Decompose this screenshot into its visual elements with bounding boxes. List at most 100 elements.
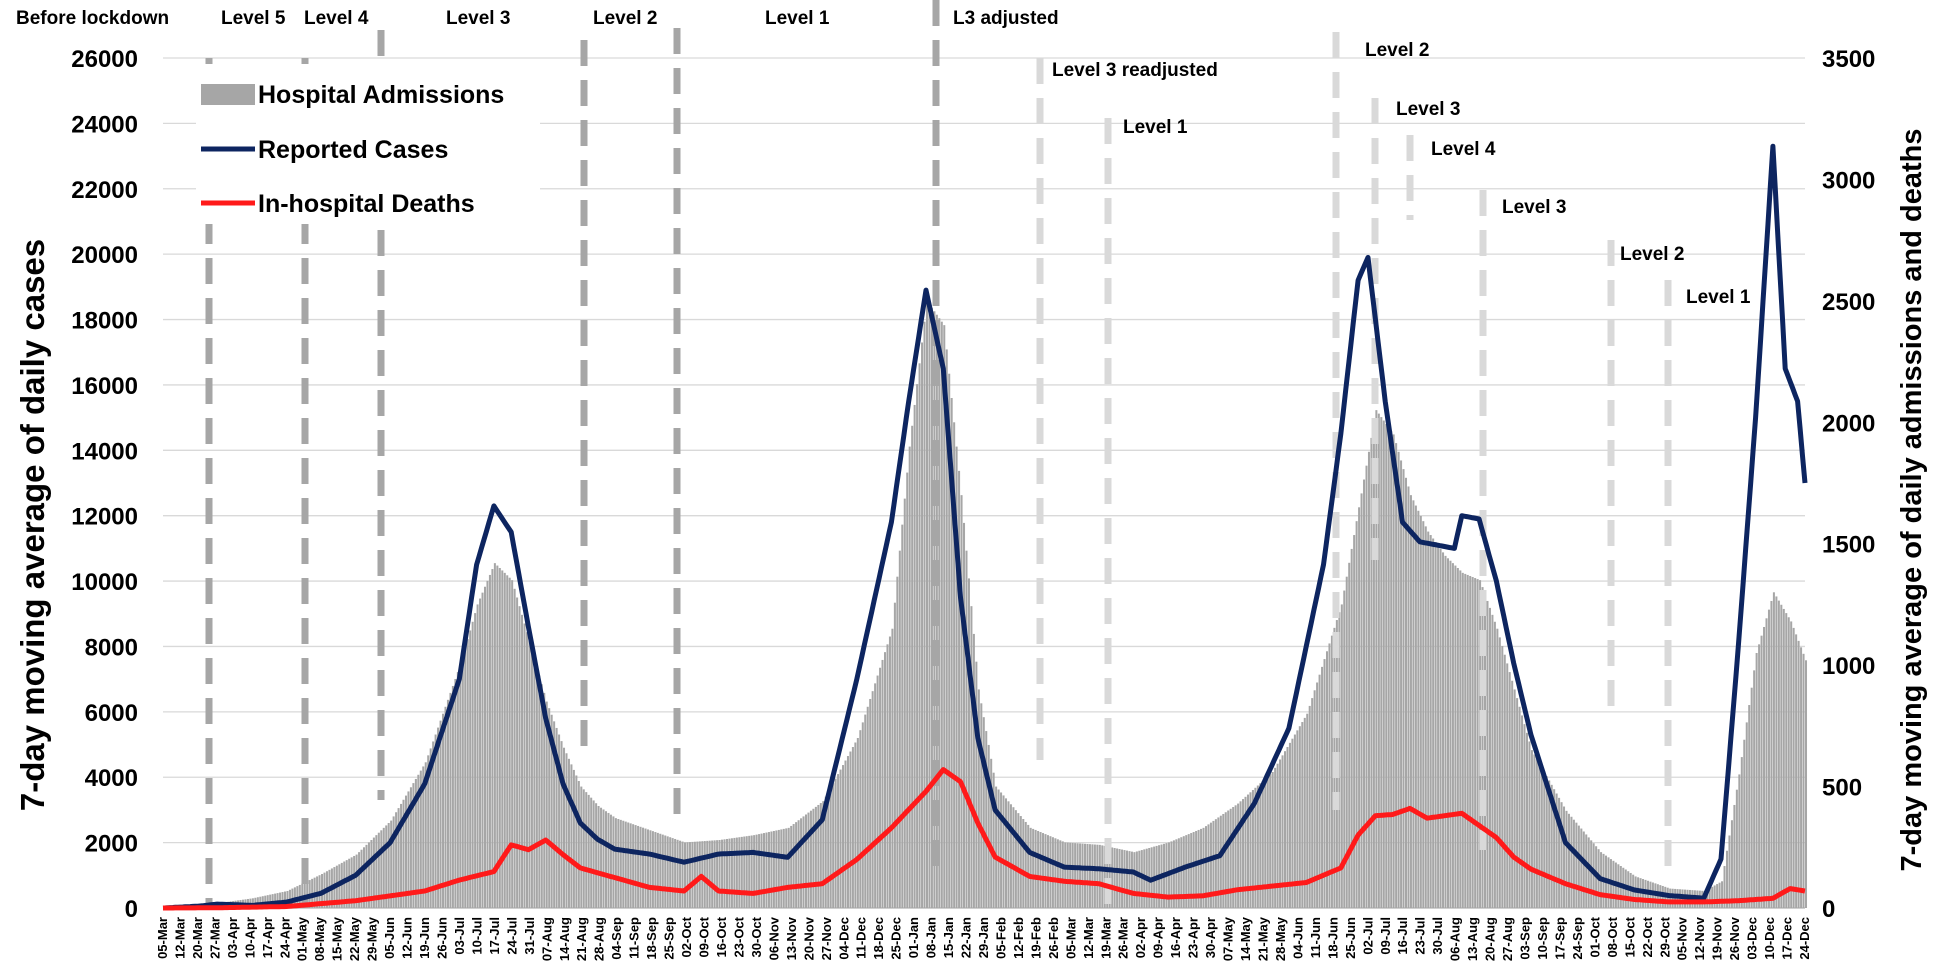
admission-bar	[1207, 824, 1210, 908]
admission-bar	[804, 814, 807, 908]
y-right-tick-label: 2000	[1822, 410, 1875, 437]
admission-bar	[782, 828, 785, 908]
admission-bar	[1054, 838, 1057, 908]
admission-bar	[1496, 628, 1499, 908]
admission-bar	[864, 714, 867, 908]
series-lines	[162, 143, 1808, 911]
admission-bar	[1713, 885, 1716, 908]
admission-bar	[780, 829, 783, 908]
admission-bar	[1318, 674, 1321, 908]
admission-bar	[958, 470, 961, 908]
y-left-tick-label: 26000	[71, 46, 138, 73]
y-right-axis-title: 7-day moving average of daily admissions…	[1896, 129, 1928, 872]
admission-bar	[1348, 562, 1351, 908]
admission-bar	[1081, 843, 1084, 908]
admission-bar	[1308, 705, 1311, 908]
admission-bar	[681, 841, 684, 908]
y-left-tick-label: 14000	[71, 438, 138, 465]
admission-bar	[530, 649, 533, 908]
admission-bar	[1454, 565, 1457, 908]
admission-bar	[518, 606, 521, 908]
x-tick-label: 12-Feb	[1011, 917, 1026, 959]
admission-bar	[1298, 726, 1301, 908]
admission-bar	[451, 685, 454, 908]
admission-bar	[1787, 617, 1790, 908]
admission-bar	[1506, 663, 1509, 908]
admission-bar	[1239, 801, 1242, 908]
x-tick-label: 01-May	[295, 916, 310, 961]
admission-bar	[1540, 767, 1543, 908]
admission-bar	[1185, 835, 1188, 908]
admission-bar	[970, 606, 973, 908]
admission-bar	[1032, 828, 1035, 908]
admission-bar	[758, 834, 761, 908]
x-tick-label: 14-Aug	[557, 917, 572, 961]
admission-bar	[1760, 635, 1763, 908]
in-hospital-deaths-line	[163, 767, 1806, 911]
admission-bar	[508, 577, 511, 908]
x-tick-label: 02-Apr	[1133, 917, 1148, 958]
phase-label: Level 4	[304, 8, 369, 29]
x-tick-label: 17-Jul	[487, 917, 502, 955]
admission-bar	[659, 833, 662, 908]
admission-bar	[1750, 687, 1753, 908]
x-tick-label: 28-May	[1273, 916, 1288, 961]
x-tick-label: 22-Jan	[959, 917, 974, 958]
admission-bar	[1558, 797, 1561, 908]
admission-bar	[380, 830, 383, 908]
x-tick-label: 02-Oct	[679, 916, 694, 957]
phase-label: L3 adjusted	[953, 8, 1059, 29]
admission-bar	[1755, 653, 1758, 908]
x-tick-label: 02-Jul	[1360, 917, 1375, 955]
admission-bar	[1360, 493, 1363, 908]
admission-bar	[911, 425, 914, 908]
x-tick-label: 30-Jul	[1430, 917, 1445, 955]
x-tick-label: 20-Aug	[1483, 917, 1498, 961]
admission-bar	[402, 799, 405, 908]
admission-bar	[1242, 799, 1245, 908]
admission-bar	[1449, 560, 1452, 908]
admission-bar	[1358, 507, 1361, 908]
admission-bar	[1790, 621, 1793, 908]
admission-bar	[382, 827, 385, 908]
admission-bar	[1340, 604, 1343, 908]
admission-bar	[535, 666, 538, 908]
admission-bar	[770, 831, 773, 908]
admission-bar	[592, 800, 595, 908]
admission-bar	[1004, 798, 1008, 908]
x-tick-label: 15-May	[330, 916, 345, 961]
admission-bar	[558, 734, 561, 908]
reported-cases-line	[162, 143, 1808, 911]
admission-bar	[824, 796, 827, 908]
admission-bar	[590, 797, 593, 908]
admission-bar	[1718, 882, 1721, 908]
admission-bar	[772, 830, 775, 908]
admission-bar	[1007, 801, 1010, 908]
admission-bar	[414, 778, 417, 908]
admission-bar	[901, 524, 904, 908]
admission-bar	[1733, 804, 1736, 908]
y-right-tick-label: 1500	[1822, 532, 1875, 559]
admission-bar	[1121, 849, 1124, 908]
x-tick-label: 10-Sep	[1535, 917, 1550, 960]
x-tick-label: 16-Jul	[1395, 917, 1410, 955]
x-tick-label: 25-Sep	[662, 917, 677, 960]
admission-bar	[553, 721, 556, 908]
admission-bar	[404, 795, 407, 908]
admission-bar	[674, 838, 677, 908]
y-left-tick-label: 6000	[85, 700, 138, 727]
admission-bar	[1350, 548, 1353, 908]
y-left-tick-label: 18000	[71, 308, 138, 335]
admission-bar	[876, 675, 879, 908]
admission-bar	[624, 821, 627, 908]
admission-bar	[1572, 819, 1575, 908]
admission-bar	[916, 384, 919, 908]
admission-bar	[548, 708, 551, 908]
admission-bar	[1469, 575, 1472, 908]
admission-bar	[1723, 866, 1726, 908]
admission-bar	[1343, 590, 1346, 908]
admission-bar	[444, 706, 447, 908]
x-tick-label: 14-May	[1238, 916, 1253, 961]
x-tick-label: 03-Jul	[452, 917, 467, 955]
admission-bar	[787, 827, 790, 908]
